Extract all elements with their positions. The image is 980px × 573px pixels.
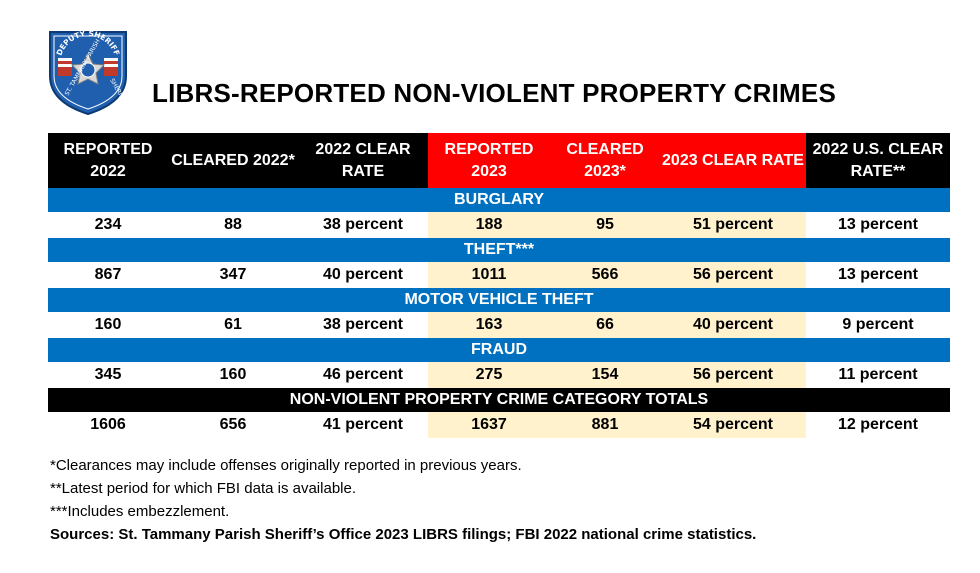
table-cell: 38 percent — [322, 316, 404, 333]
table-cell: 95 — [550, 212, 660, 238]
header-cleared-2023: CLEARED 2023* — [550, 133, 660, 188]
table-cell: 347 — [219, 266, 247, 283]
table-cell: 41 percent — [322, 416, 404, 433]
category-label: FRAUD — [48, 338, 950, 362]
category-row: THEFT*** — [48, 238, 950, 262]
table-cell: 160 — [219, 366, 247, 383]
table-row: 160 61 38 percent 163 66 40 percent 9 percent — [48, 312, 950, 338]
table-cell: 881 — [550, 412, 660, 438]
header-us-clear-rate-2022: 2022 U.S. CLEAR RATE** — [806, 133, 950, 188]
table-cell: 656 — [219, 416, 247, 433]
category-label: NON-VIOLENT PROPERTY CRIME CATEGORY TOTA… — [48, 388, 950, 412]
header-clear-rate-2022: 2022 CLEAR RATE — [298, 133, 428, 188]
category-label: MOTOR VEHICLE THEFT — [48, 288, 950, 312]
table-cell: 1606 — [90, 416, 126, 433]
table-cell: 88 — [224, 216, 242, 233]
header-clear-rate-2023: 2023 CLEAR RATE — [660, 133, 806, 188]
table-cell: 188 — [428, 212, 550, 238]
footnotes: *Clearances may include offenses origina… — [50, 454, 756, 546]
table-cell: 1011 — [428, 262, 550, 288]
header-reported-2023: REPORTED 2023 — [428, 133, 550, 188]
table-cell: 345 — [94, 366, 122, 383]
category-row: BURGLARY — [48, 188, 950, 212]
table-cell: 46 percent — [322, 366, 404, 383]
table-cell: 163 — [428, 312, 550, 338]
table-cell: 275 — [428, 362, 550, 388]
table-cell: 160 — [94, 316, 122, 333]
footnote-fbi-period: **Latest period for which FBI data is av… — [50, 480, 356, 497]
table-cell: 1637 — [428, 412, 550, 438]
table-cell: 566 — [550, 262, 660, 288]
footnote-clearances: *Clearances may include offenses origina… — [50, 457, 522, 474]
table-cell: 867 — [94, 266, 122, 283]
table-header-row: REPORTED 2022 CLEARED 2022* 2022 CLEAR R… — [48, 133, 950, 188]
table-cell: 11 percent — [838, 366, 918, 383]
table-cell: 13 percent — [837, 266, 919, 283]
table-row: 1606 656 41 percent 1637 881 54 percent 12 per… — [48, 412, 950, 438]
crime-table: REPORTED 2022 CLEARED 2022* 2022 CLEAR R… — [48, 133, 950, 438]
category-row: MOTOR VEHICLE THEFT — [48, 288, 950, 312]
sources-note: Sources: St. Tammany Parish Sheriff’s Of… — [50, 526, 757, 543]
category-label: BURGLARY — [48, 188, 950, 212]
category-label: THEFT*** — [48, 238, 950, 262]
table-cell: 51 percent — [660, 212, 806, 238]
table-cell: 40 percent — [660, 312, 806, 338]
table-cell: 56 percent — [660, 262, 806, 288]
table-cell: 154 — [550, 362, 660, 388]
table-cell: 234 — [94, 216, 122, 233]
category-row: FRAUD — [48, 338, 950, 362]
table-row: 867 347 40 percent 1011 566 56 percent 13 perc… — [48, 262, 950, 288]
table-cell: 12 percent — [837, 416, 919, 433]
sheriff-badge-logo: DEPUTY SHERIFF ST. TAMMANY PARISH SHERIF… — [49, 29, 132, 116]
table-cell: 61 — [224, 316, 242, 333]
header-reported-2022: REPORTED 2022 — [48, 133, 168, 188]
table-cell: 38 percent — [322, 216, 404, 233]
page-title: LIBRS-REPORTED NON-VIOLENT PROPERTY CRIM… — [152, 78, 836, 108]
table-cell: 66 — [550, 312, 660, 338]
table-cell: 13 percent — [837, 216, 919, 233]
table-row: 234 88 38 percent 188 95 51 percent 13 percent — [48, 212, 950, 238]
table-row: 345 160 46 percent 275 154 56 percent 11 perce… — [48, 362, 950, 388]
category-row: NON-VIOLENT PROPERTY CRIME CATEGORY TOTA… — [48, 388, 950, 412]
table-cell: 40 percent — [322, 266, 404, 283]
table-cell: 54 percent — [660, 412, 806, 438]
footnote-embezzlement: ***Includes embezzlement. — [50, 503, 230, 520]
table-cell: 56 percent — [660, 362, 806, 388]
table-cell: 9 percent — [842, 316, 914, 333]
header-cleared-2022: CLEARED 2022* — [168, 133, 298, 188]
